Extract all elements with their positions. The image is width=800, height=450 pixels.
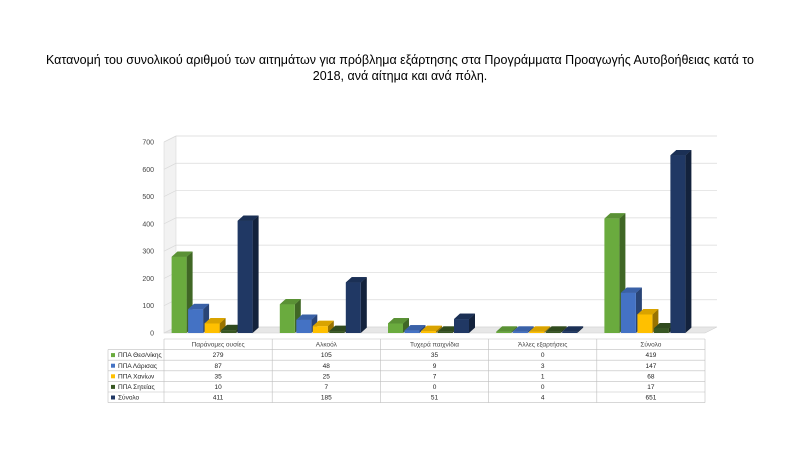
table-value: 10 — [214, 384, 222, 391]
table-value: 68 — [647, 373, 655, 380]
table-value: 279 — [213, 352, 224, 359]
y-tick-label: 600 — [142, 167, 154, 174]
data-table: Παράνομες ουσίες Αλκοόλ Τυχερά παιχνίδια Άλ… — [107, 338, 706, 403]
bar — [404, 325, 426, 333]
legend-label: ΠΠΑ Σητείας — [118, 383, 155, 391]
table-value: 419 — [645, 352, 656, 359]
bar — [670, 149, 692, 333]
table-value: 17 — [647, 384, 655, 391]
bar — [345, 277, 367, 333]
y-tick-label: 0 — [150, 331, 154, 338]
y-tick-label: 500 — [142, 194, 154, 201]
chart-title: Κατανομή του συνολικού αριθμού των αιτημ… — [45, 53, 755, 83]
table-value: 9 — [433, 363, 437, 370]
category-label: Παράνομες ουσίες — [192, 341, 245, 349]
legend-key — [111, 395, 115, 400]
table-value: 7 — [433, 373, 437, 380]
table-value: 147 — [645, 363, 656, 370]
table-value: 35 — [214, 373, 222, 380]
table-value: 51 — [431, 395, 439, 402]
bar — [204, 318, 226, 333]
legend-key — [111, 363, 115, 368]
legend-label: ΠΠΑ Λάρισας — [118, 362, 157, 370]
table-value: 411 — [213, 395, 224, 402]
bar — [388, 318, 409, 333]
table-value: 3 — [541, 363, 545, 370]
table-value: 185 — [321, 395, 332, 402]
table-value: 48 — [323, 363, 331, 370]
bars — [171, 149, 692, 333]
y-tick-label: 400 — [142, 221, 154, 228]
table-value: 4 — [541, 395, 545, 402]
bar — [496, 326, 518, 333]
table-value: 0 — [541, 352, 545, 359]
gridline — [163, 244, 717, 252]
back-wall — [176, 136, 717, 327]
table-value: 87 — [214, 363, 222, 370]
category-label: Άλλες εξαρτήσεις — [518, 342, 567, 349]
bar — [620, 287, 642, 333]
legend-label: ΠΠΑ Χανίων — [118, 372, 154, 380]
gridline — [163, 135, 717, 143]
category-label: Αλκοόλ — [316, 341, 338, 349]
gridline — [163, 217, 717, 225]
legend-key — [111, 353, 115, 358]
category-label: Τυχερά παιχνίδια — [410, 341, 459, 349]
table-value: 7 — [324, 384, 328, 391]
table-value: 35 — [431, 352, 439, 359]
table-value: 105 — [321, 352, 332, 359]
y-tick-label: 200 — [142, 276, 154, 283]
bar — [312, 320, 334, 333]
bar — [454, 313, 475, 333]
gridline — [163, 162, 717, 170]
y-tick-label: 700 — [142, 140, 154, 147]
table-value: 1 — [541, 373, 545, 380]
legend-key — [111, 374, 115, 379]
table-value: 0 — [433, 384, 437, 391]
category-label: Σύνολο — [640, 341, 661, 349]
y-axis-ticks: 0 100 200 300 400 500 600 700 — [142, 140, 154, 338]
legend-key — [111, 384, 115, 389]
bar — [421, 325, 442, 333]
bar — [529, 326, 551, 333]
legend-label: Σύνολο — [118, 394, 139, 402]
bar — [237, 215, 259, 333]
y-tick-label: 100 — [142, 303, 154, 310]
table-value: 651 — [645, 395, 656, 402]
table-value: 25 — [323, 373, 331, 380]
table-value: 0 — [541, 384, 545, 391]
bar — [188, 303, 210, 333]
legend-label: ΠΠΑ Θεσ/νίκης — [118, 351, 162, 359]
y-tick-label: 300 — [142, 249, 154, 256]
gridline — [163, 190, 717, 197]
bar — [545, 326, 567, 333]
bar — [562, 326, 584, 333]
bar — [512, 326, 534, 333]
